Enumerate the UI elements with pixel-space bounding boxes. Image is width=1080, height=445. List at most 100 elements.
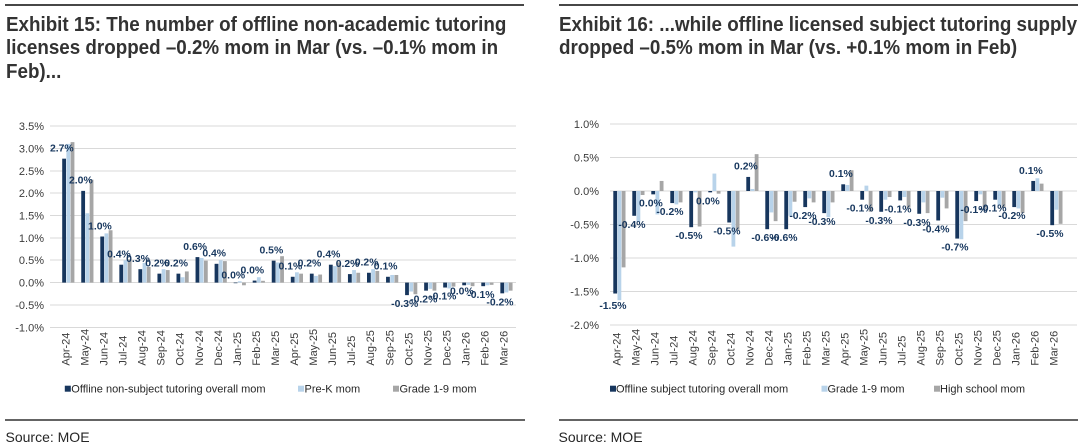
svg-text:Jan-25: Jan-25 <box>783 332 795 366</box>
svg-text:0.1%: 0.1% <box>374 262 398 273</box>
svg-text:0.0%: 0.0% <box>574 186 599 198</box>
svg-text:Nov-25: Nov-25 <box>422 330 434 365</box>
svg-text:Oct-25: Oct-25 <box>954 333 966 366</box>
svg-text:-0.4%: -0.4% <box>618 220 645 231</box>
svg-text:Feb-26: Feb-26 <box>480 331 492 366</box>
svg-text:0.2%: 0.2% <box>355 258 379 269</box>
svg-text:Aug-24: Aug-24 <box>137 330 149 365</box>
svg-text:0.4%: 0.4% <box>202 249 226 260</box>
svg-text:-0.2%: -0.2% <box>656 207 683 218</box>
svg-text:0.0%: 0.0% <box>19 278 44 290</box>
svg-text:0.4%: 0.4% <box>107 250 131 261</box>
svg-text:-0.5%: -0.5% <box>713 226 740 237</box>
svg-text:Mar-25: Mar-25 <box>821 331 833 366</box>
svg-text:Feb-25: Feb-25 <box>802 331 814 366</box>
svg-text:2.5%: 2.5% <box>19 166 44 178</box>
svg-text:0.5%: 0.5% <box>574 153 599 165</box>
svg-text:Oct-24: Oct-24 <box>726 333 738 366</box>
svg-text:-0.3%: -0.3% <box>903 218 930 229</box>
svg-text:Oct-24: Oct-24 <box>175 333 187 366</box>
svg-text:-0.1%: -0.1% <box>846 204 873 215</box>
svg-text:-0.2%: -0.2% <box>998 211 1025 222</box>
svg-text:-0.3%: -0.3% <box>865 216 892 227</box>
svg-text:Jan-25: Jan-25 <box>232 332 244 366</box>
svg-text:Feb-25: Feb-25 <box>251 331 263 366</box>
svg-text:-0.5%: -0.5% <box>675 231 702 242</box>
svg-text:Pre-K mom: Pre-K mom <box>305 383 361 395</box>
svg-text:-0.1%: -0.1% <box>467 290 494 301</box>
svg-text:-0.4%: -0.4% <box>922 224 949 235</box>
svg-text:0.2%: 0.2% <box>734 162 758 173</box>
svg-text:Jul-24: Jul-24 <box>669 336 681 366</box>
svg-text:0.5%: 0.5% <box>260 245 284 256</box>
svg-text:-1.5%: -1.5% <box>599 301 626 312</box>
svg-text:May-25: May-25 <box>308 329 320 366</box>
svg-text:Sep-24: Sep-24 <box>156 330 168 365</box>
svg-text:-1.5%: -1.5% <box>570 287 599 299</box>
svg-text:-1.0%: -1.0% <box>15 322 44 334</box>
svg-text:Dec-24: Dec-24 <box>213 330 225 365</box>
svg-text:Jul-24: Jul-24 <box>118 336 130 366</box>
svg-text:Aug-24: Aug-24 <box>688 330 700 365</box>
svg-text:Apr-24: Apr-24 <box>612 333 624 366</box>
svg-text:2.0%: 2.0% <box>19 188 44 200</box>
svg-text:Nov-24: Nov-24 <box>745 330 757 365</box>
svg-text:Mar-26: Mar-26 <box>499 331 511 366</box>
svg-text:-2.0%: -2.0% <box>570 320 599 332</box>
svg-text:0.2%: 0.2% <box>145 258 169 269</box>
svg-text:May-25: May-25 <box>859 329 871 366</box>
svg-text:Feb-26: Feb-26 <box>1030 331 1042 366</box>
svg-text:Nov-25: Nov-25 <box>973 330 985 365</box>
svg-text:0.5%: 0.5% <box>19 255 44 267</box>
svg-text:-0.6%: -0.6% <box>770 233 797 244</box>
svg-text:0.0%: 0.0% <box>696 196 720 207</box>
svg-text:1.5%: 1.5% <box>19 210 44 222</box>
svg-text:Apr-24: Apr-24 <box>60 333 72 366</box>
svg-text:Jan-26: Jan-26 <box>1011 332 1023 366</box>
svg-text:Jun-25: Jun-25 <box>327 332 339 366</box>
svg-text:0.2%: 0.2% <box>164 258 188 269</box>
svg-text:-0.1%: -0.1% <box>429 292 456 303</box>
svg-text:2.7%: 2.7% <box>50 143 74 154</box>
svg-text:-0.1%: -0.1% <box>979 204 1006 215</box>
svg-text:-0.5%: -0.5% <box>15 300 44 312</box>
svg-text:Jul-25: Jul-25 <box>346 336 358 366</box>
svg-text:Apr-25: Apr-25 <box>840 333 852 366</box>
svg-text:Jul-25: Jul-25 <box>897 336 909 366</box>
svg-text:-0.2%: -0.2% <box>486 297 513 308</box>
svg-text:-0.6%: -0.6% <box>751 233 778 244</box>
svg-text:High school mom: High school mom <box>940 383 1025 395</box>
svg-text:Sep-25: Sep-25 <box>935 330 947 365</box>
svg-text:Mar-26: Mar-26 <box>1049 331 1061 366</box>
svg-text:-0.7%: -0.7% <box>941 243 968 254</box>
svg-text:3.5%: 3.5% <box>19 121 44 133</box>
svg-text:Grade 1-9 mom: Grade 1-9 mom <box>400 383 477 395</box>
svg-text:Jun-25: Jun-25 <box>878 332 890 366</box>
svg-text:Nov-24: Nov-24 <box>194 330 206 365</box>
svg-text:-0.2%: -0.2% <box>410 295 437 306</box>
svg-text:-0.5%: -0.5% <box>1036 229 1063 240</box>
svg-text:Dec-24: Dec-24 <box>764 330 776 365</box>
svg-text:Aug-25: Aug-25 <box>916 330 928 365</box>
svg-text:0.1%: 0.1% <box>279 262 303 273</box>
svg-text:-1.0%: -1.0% <box>570 253 599 265</box>
svg-text:Jan-26: Jan-26 <box>460 332 472 366</box>
svg-text:0.6%: 0.6% <box>183 242 207 253</box>
svg-text:0.0%: 0.0% <box>221 270 245 281</box>
svg-text:0.2%: 0.2% <box>298 258 322 269</box>
svg-text:Apr-25: Apr-25 <box>289 333 301 366</box>
svg-text:Sep-24: Sep-24 <box>707 330 719 365</box>
svg-text:Dec-25: Dec-25 <box>441 330 453 365</box>
svg-text:May-24: May-24 <box>79 329 91 366</box>
svg-text:0.2%: 0.2% <box>336 259 360 270</box>
svg-text:2.0%: 2.0% <box>69 176 93 187</box>
svg-text:Aug-25: Aug-25 <box>365 330 377 365</box>
svg-text:0.0%: 0.0% <box>450 286 474 297</box>
svg-text:Oct-25: Oct-25 <box>403 333 415 366</box>
svg-text:Grade 1-9 mom: Grade 1-9 mom <box>828 383 905 395</box>
svg-text:-0.3%: -0.3% <box>808 217 835 228</box>
svg-text:May-24: May-24 <box>631 329 643 366</box>
svg-text:0.4%: 0.4% <box>317 250 341 261</box>
svg-text:1.0%: 1.0% <box>574 119 599 131</box>
svg-text:0.1%: 0.1% <box>1019 166 1043 177</box>
